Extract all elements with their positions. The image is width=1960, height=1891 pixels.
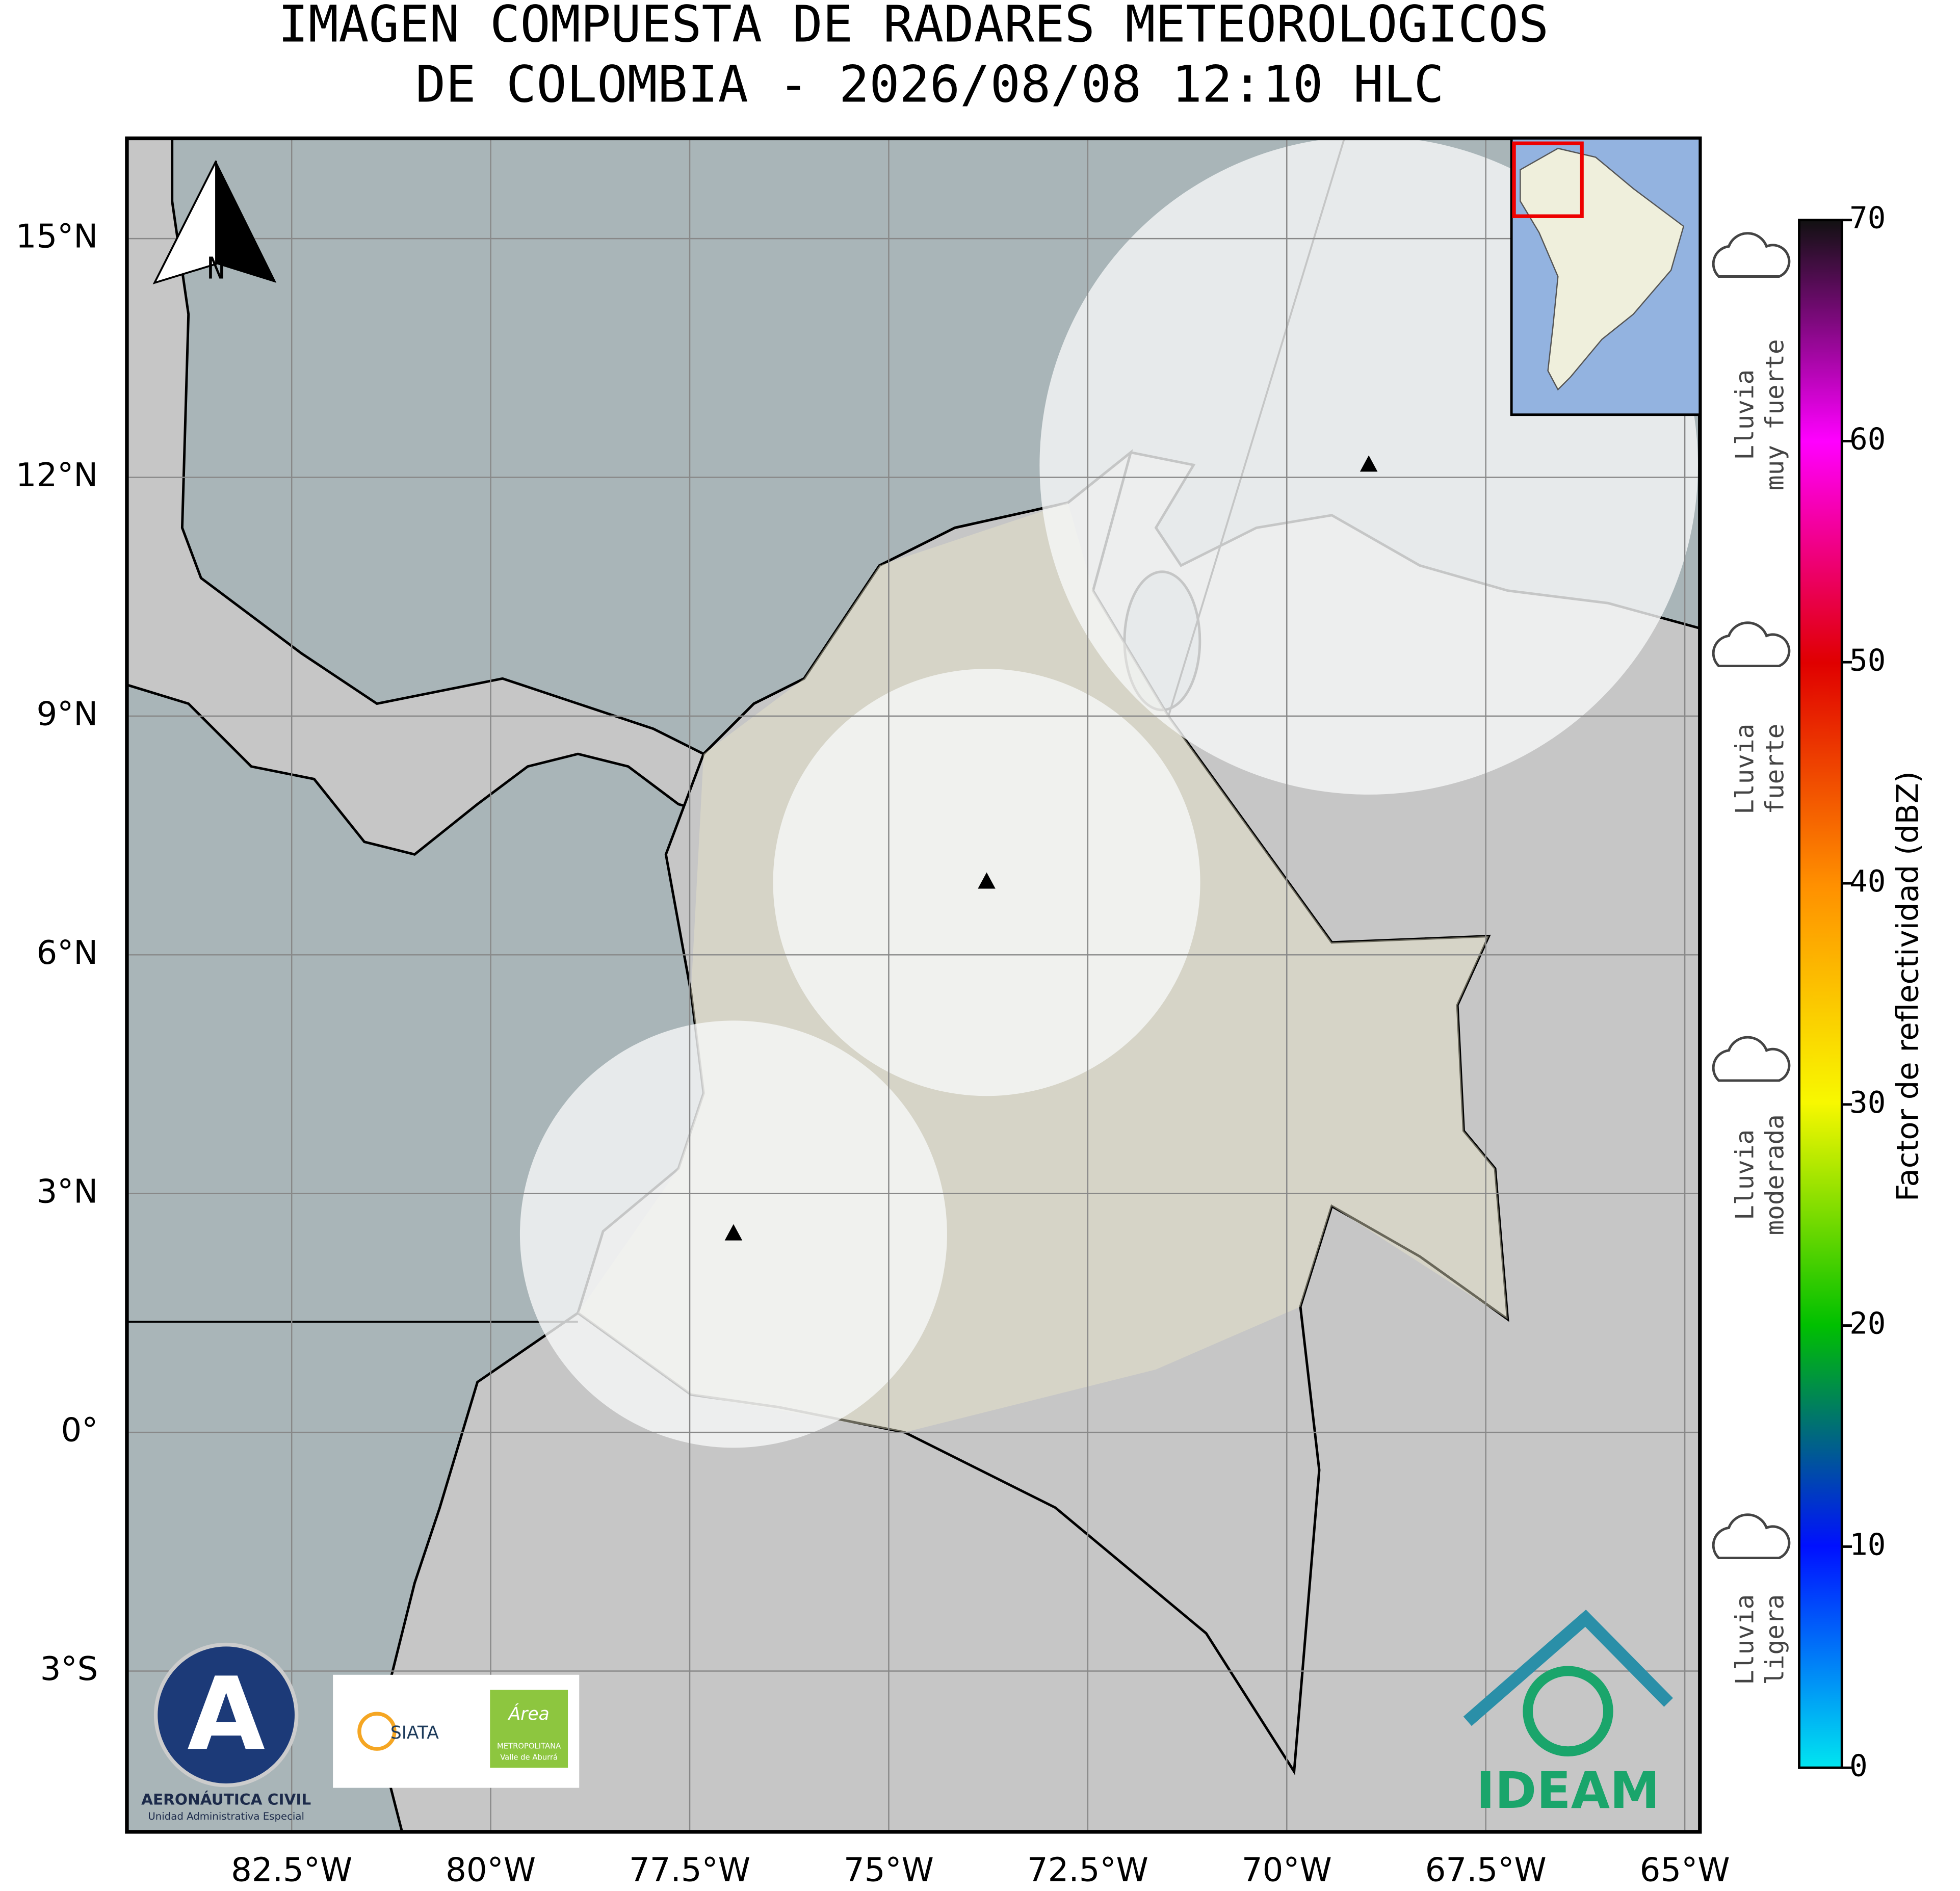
radar-site (978, 872, 996, 889)
colorbar-label: Factor de reflectividad (dBZ) (1890, 771, 1925, 1201)
rain-label: fuerte (1760, 724, 1790, 815)
y-tick-label: 3°N (37, 1173, 98, 1211)
x-tick-label: 72.5°W (1027, 1851, 1148, 1889)
map-frame (125, 136, 1702, 1834)
y-tick-label: 12°N (16, 457, 98, 494)
logo-text: Área (508, 1703, 550, 1724)
logo-text: IDEAM (1476, 1762, 1660, 1820)
logos: A AERONÁUTICA CIVIL Unidad Administrativ… (141, 1609, 1673, 1822)
inset-box (1512, 141, 1584, 218)
y-tick-label: 9°N (37, 695, 98, 733)
rain-label: muy fuerte (1760, 339, 1790, 490)
ideam-swirl (1523, 1666, 1613, 1756)
x-tick-label: 65°W (1640, 1851, 1730, 1889)
sun (357, 1712, 397, 1751)
rain-label: ligera (1760, 1594, 1790, 1685)
colorbar-tick-label: 30 (1849, 1085, 1886, 1120)
colorbar (1798, 219, 1843, 1769)
y-tick-label: 3°S (40, 1650, 98, 1688)
border (577, 449, 1509, 1776)
x-tick-label: 70°W (1242, 1851, 1332, 1889)
radar-site (724, 1224, 743, 1241)
logo-text: AERONÁUTICA CIVIL (141, 1791, 311, 1808)
rain-label: Lluvia (1730, 370, 1759, 460)
title-line: IMAGEN COMPUESTA DE RADARES METEOROLOGIC… (278, 0, 1549, 54)
logo-text: Unidad Administrativa Especial (148, 1810, 304, 1822)
colorbar-tick-label: 20 (1849, 1306, 1886, 1341)
colorbar-tick-label: 50 (1849, 642, 1886, 677)
map (126, 138, 1700, 1832)
rain-icon (1712, 232, 1791, 278)
y-tick-label: 15°N (16, 218, 98, 256)
aerocivil-glyph: A (187, 1656, 265, 1773)
inset-land (1520, 147, 1685, 391)
y-tick-label: 0° (61, 1412, 98, 1450)
area-box (490, 1690, 568, 1768)
x-tick-label: 82.5°W (231, 1851, 352, 1889)
colorbar-tick-label: 10 (1849, 1527, 1886, 1562)
ideam-roof (1463, 1609, 1673, 1726)
colorbar-tick-label: 70 (1849, 200, 1886, 235)
colorbar-tick-label: 60 (1849, 422, 1886, 457)
logo-text: Valle de Aburrá (500, 1753, 558, 1762)
rain-icon (1712, 621, 1791, 668)
rain-label: moderada (1760, 1114, 1790, 1235)
rain-icon (1712, 1036, 1791, 1082)
logo-text: SIATA (390, 1723, 439, 1743)
rain-label: Lluvia (1730, 1594, 1759, 1685)
title-line: DE COLOMBIA - 2026/08/08 12:10 HLC (415, 56, 1444, 114)
x-tick-label: 75°W (844, 1851, 934, 1889)
colorbar-tick-label: 40 (1849, 863, 1886, 899)
north-label: N (207, 250, 225, 285)
x-tick-label: 77.5°W (629, 1851, 750, 1889)
radar-site (1360, 455, 1378, 472)
inset-map (1510, 137, 1702, 416)
logo-text: METROPOLITANA (497, 1742, 561, 1750)
x-tick-label: 80°W (446, 1851, 536, 1889)
rain-label: Lluvia (1730, 724, 1759, 815)
x-tick-label: 67.5°W (1425, 1851, 1547, 1889)
y-tick-label: 6°N (37, 934, 98, 972)
aerocivil-logo (153, 1642, 299, 1788)
colorbar-tick-label: 0 (1849, 1748, 1868, 1783)
rain-icon (1712, 1513, 1791, 1560)
rain-label: Lluvia (1730, 1130, 1759, 1220)
